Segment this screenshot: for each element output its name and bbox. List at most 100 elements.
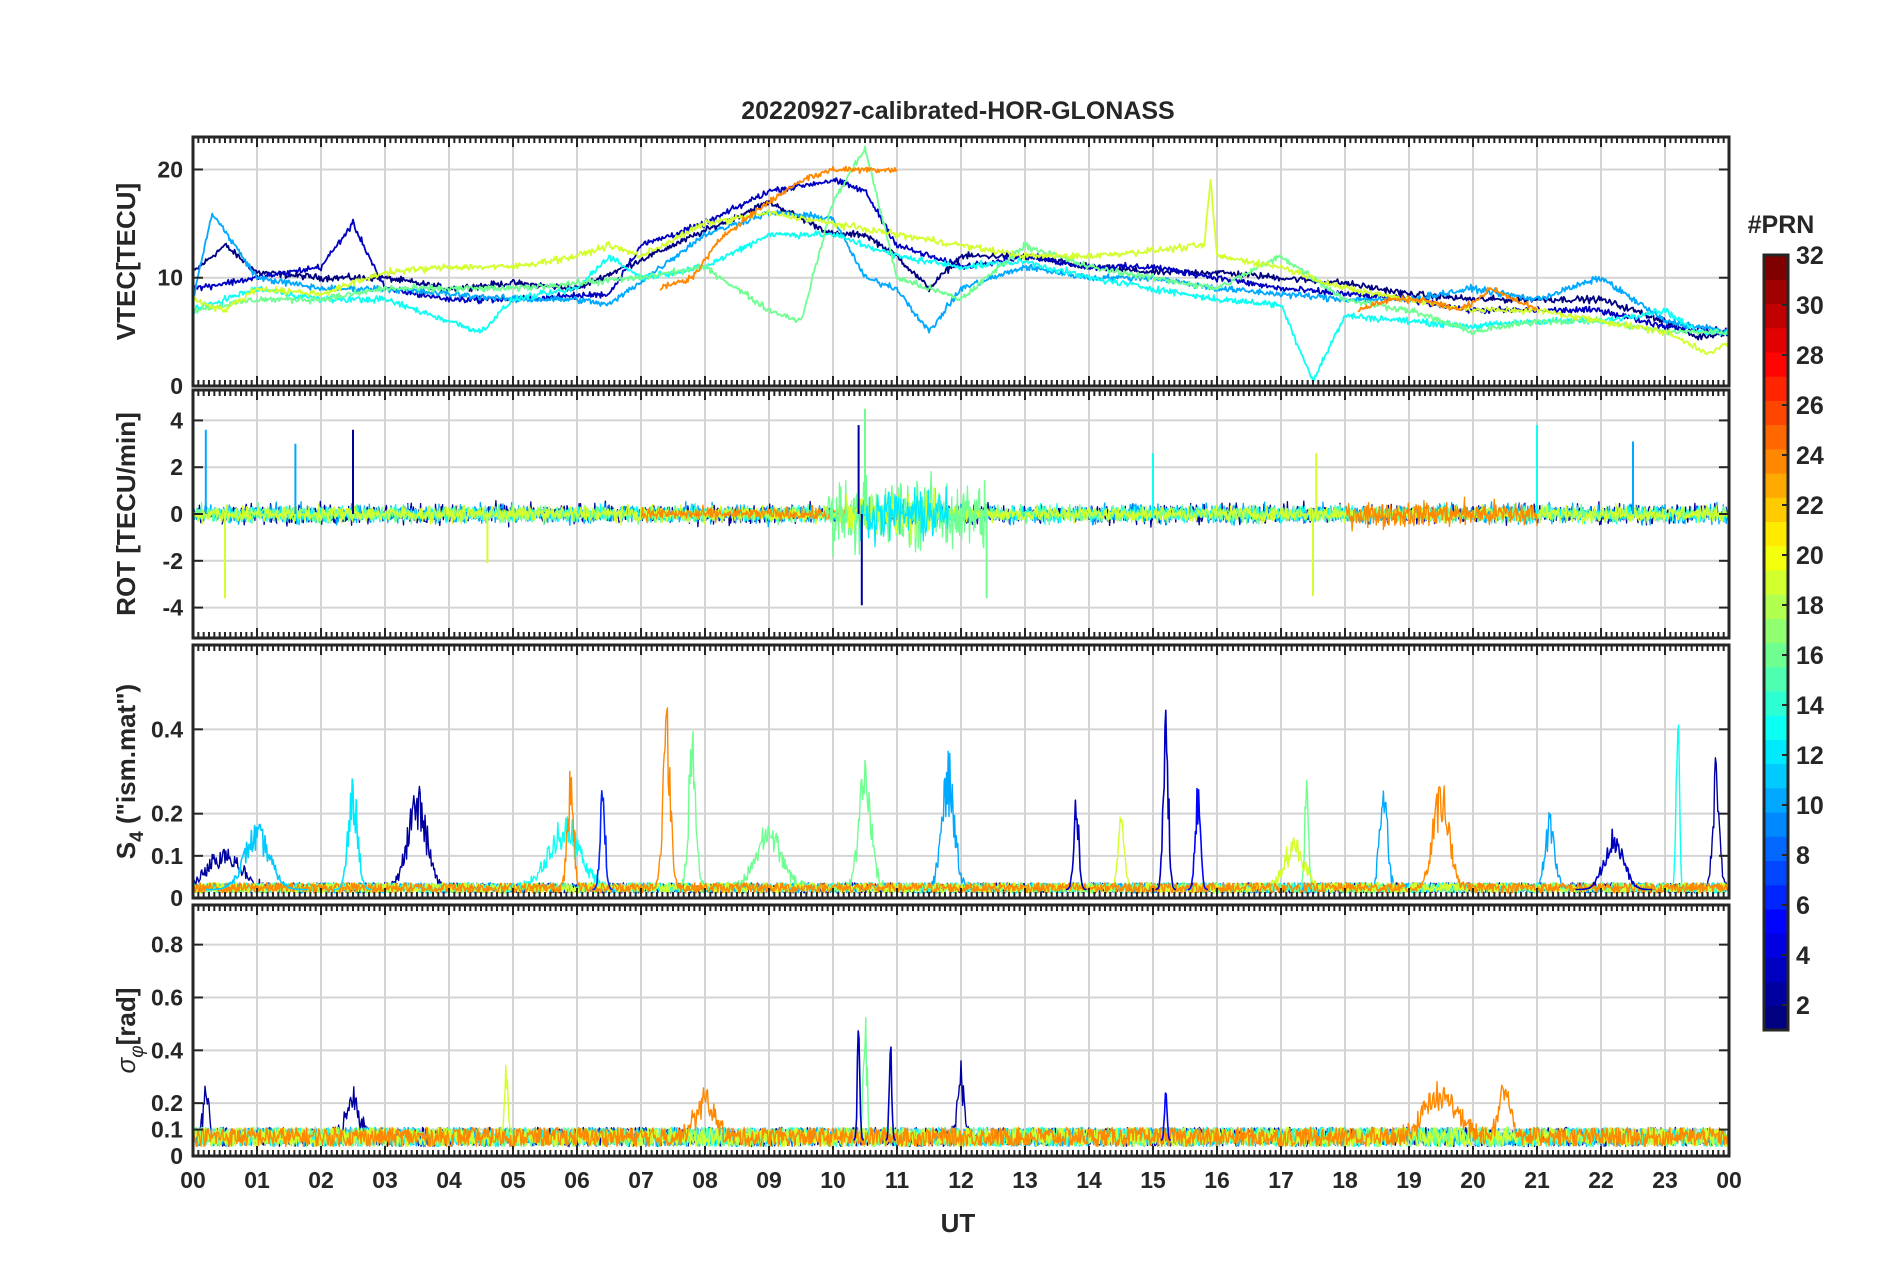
- s4-burst-prn-3: [1575, 828, 1653, 891]
- x-tick-label: 11: [885, 1167, 910, 1193]
- y-tick-label: 2: [170, 454, 183, 480]
- y-axis-label-subscript: φ: [127, 1045, 148, 1057]
- series-group: [193, 408, 1729, 606]
- colorbar-step: [1764, 279, 1788, 305]
- colorbar-tick-label: 4: [1796, 942, 1810, 970]
- x-minor-ticks: [192, 905, 1730, 1156]
- colorbar-tick-label: 30: [1796, 292, 1824, 320]
- colorbar-step: [1764, 376, 1788, 401]
- colorbar-tick-label: 8: [1796, 842, 1810, 870]
- colorbar-step: [1764, 255, 1788, 280]
- y-axis-label: ROT [TECU/min]: [111, 412, 141, 616]
- y-axis-label-main: S: [111, 842, 141, 859]
- colorbar-tick-label: 12: [1796, 742, 1824, 770]
- colorbar-tick-label: 10: [1796, 792, 1824, 820]
- y-tick-label: 0.1: [151, 1117, 183, 1143]
- y-axis-label: S4 ("ism.mat"): [111, 684, 148, 859]
- sigma-burst-prn-3: [885, 1046, 896, 1141]
- colorbar-step: [1764, 666, 1788, 692]
- colorbar-step: [1764, 448, 1788, 474]
- panel-sigma: 00.10.2 0.4 0.6 0.8 σφ[rad] 00 01 02 03 04 05 06 07 0…: [111, 903, 1742, 1193]
- x-tick-label: 12: [948, 1167, 974, 1193]
- colorbar-step: [1764, 933, 1788, 958]
- y-tick-label: 0.1: [151, 843, 183, 869]
- x-tick-label: 17: [1268, 1167, 1294, 1193]
- x-tick-label: 09: [756, 1167, 782, 1193]
- y-axis-label-main: σ: [111, 1056, 141, 1073]
- y-ticks: [193, 419, 1729, 609]
- colorbar-step: [1764, 521, 1788, 547]
- x-tick-label: 00: [1716, 1167, 1742, 1193]
- sigma-burst-prn-5: [1160, 1092, 1171, 1141]
- chart-title: 20220927-calibrated-HOR-GLONASS: [741, 97, 1174, 125]
- colorbar-step: [1764, 836, 1788, 862]
- rot-series-prn-24: [1344, 496, 1538, 532]
- colorbar-step: [1764, 351, 1788, 377]
- vtec-series-prn-16: [193, 145, 1729, 336]
- x-tick-label: 07: [628, 1167, 654, 1193]
- colorbar-step: [1764, 497, 1788, 523]
- vtec-series-prn-1: [193, 199, 1729, 341]
- y-tick-label: 0.6: [151, 984, 183, 1010]
- colorbar-tick-label: 28: [1796, 342, 1824, 370]
- y-tick-label: 4: [170, 407, 183, 433]
- vtec-series-prn-19: [193, 178, 1729, 356]
- panel-vtec: 0 10 20 VTEC[TECU]: [111, 135, 1731, 399]
- s4-burst-prn-3: [1155, 709, 1177, 891]
- x-minor-ticks: [192, 390, 1730, 638]
- x-tick-label: 20: [1460, 1167, 1486, 1193]
- s4-burst-prn-3: [1065, 799, 1087, 891]
- x-tick-label: 15: [1140, 1167, 1166, 1193]
- colorbar-tick-label: 6: [1796, 892, 1810, 920]
- y-axis-label: σφ[rad]: [111, 988, 148, 1074]
- s4-burst-prn-5: [1187, 787, 1209, 891]
- y-tick-label: 0: [170, 501, 183, 527]
- x-tick-label: 06: [564, 1167, 590, 1193]
- colorbar-step: [1764, 957, 1788, 983]
- x-tick-label: 05: [500, 1167, 526, 1193]
- colorbar-step: [1764, 739, 1788, 765]
- s4-burst-prn-6: [592, 789, 613, 891]
- colorbar-title: #PRN: [1748, 211, 1815, 239]
- colorbar-step: [1764, 981, 1788, 1007]
- s4-burst-prn-12: [333, 778, 373, 891]
- colorbar-step: [1764, 327, 1788, 353]
- colorbar-tick-label: 2: [1796, 992, 1810, 1020]
- x-tick-label: 21: [1524, 1167, 1550, 1193]
- colorbar-step: [1764, 594, 1788, 619]
- colorbar-step: [1764, 860, 1788, 886]
- colorbar-step: [1764, 908, 1788, 934]
- series-group: [193, 145, 1729, 384]
- s4-burst-prn-11: [205, 823, 309, 891]
- y-tick-label: 0.4: [151, 716, 183, 742]
- colorbar-tick-label: 26: [1796, 392, 1824, 420]
- colorbar-step: [1764, 812, 1788, 837]
- colorbar-frame: [1762, 253, 1790, 1032]
- x-tick-label: 23: [1652, 1167, 1678, 1193]
- y-axis-label-subscript: 4: [127, 831, 148, 842]
- vtec-series-prn-24: [1357, 286, 1538, 313]
- colorbar-step: [1764, 472, 1788, 498]
- y-ticks: [193, 168, 1729, 387]
- x-minor-ticks: [192, 645, 1730, 898]
- x-tick-label: 22: [1588, 1167, 1614, 1193]
- x-tick-label: 10: [820, 1167, 846, 1193]
- x-tick-label: 16: [1204, 1167, 1230, 1193]
- colorbar-step: [1764, 1005, 1788, 1031]
- colorbar-tick-label: 14: [1796, 692, 1824, 720]
- y-axis-label: VTEC[TECU]: [111, 183, 141, 340]
- series-group: [193, 1017, 1729, 1148]
- colorbar-step: [1764, 569, 1788, 595]
- sigma-burst-prn-3: [853, 1030, 864, 1141]
- y-tick-label: 0: [170, 885, 183, 911]
- y-axis-label-rest: [rad]: [111, 988, 141, 1046]
- colorbar-step: [1764, 690, 1788, 716]
- y-tick-label: 0: [170, 373, 183, 399]
- y-tick-label: -4: [163, 595, 184, 621]
- y-tick-label: 10: [157, 265, 183, 291]
- y-tick-label: 0.2: [151, 1090, 183, 1116]
- colorbar-step: [1764, 424, 1788, 450]
- x-minor-ticks: [192, 137, 1730, 386]
